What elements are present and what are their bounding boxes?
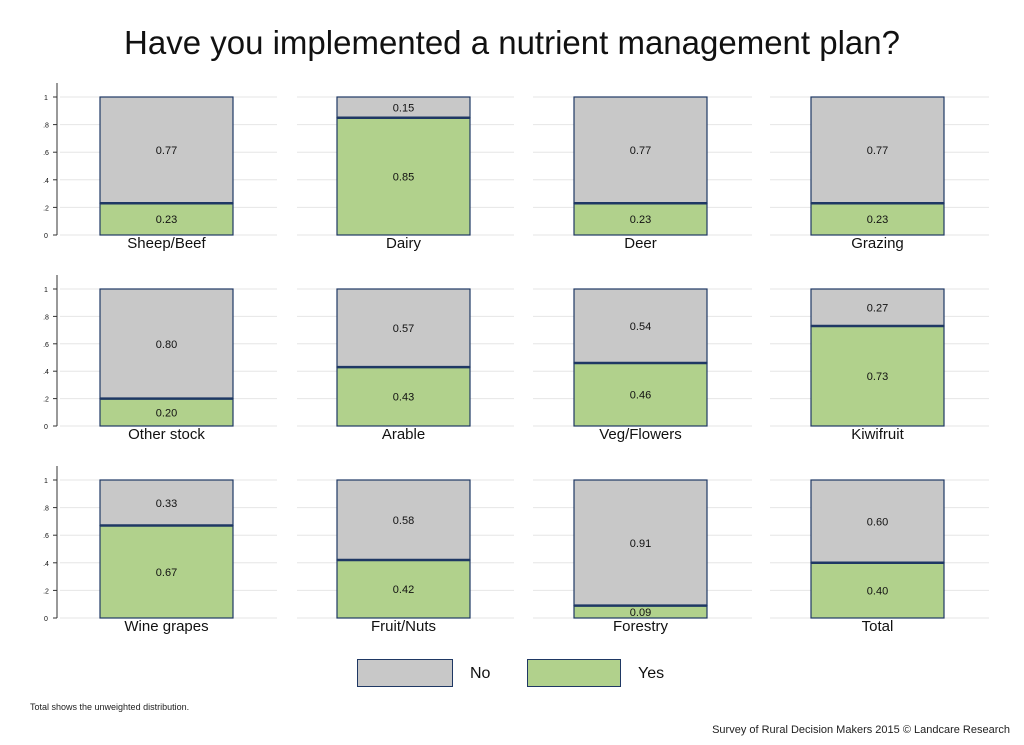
legend-label-yes: Yes <box>638 665 665 682</box>
category-label: Fruit/Nuts <box>371 618 436 635</box>
bar-no <box>99 479 234 527</box>
category-label: Forestry <box>613 618 669 635</box>
data-label-yes: 0.85 <box>393 171 414 183</box>
y-tick-label: .2 <box>43 588 49 595</box>
data-label-yes: 0.46 <box>630 389 651 401</box>
category-label: Deer <box>624 235 657 252</box>
legend-label-no: No <box>470 665 491 682</box>
data-label-no: 0.60 <box>867 516 888 528</box>
data-label-no: 0.77 <box>156 145 177 157</box>
bar-no <box>99 96 234 204</box>
bar-no <box>573 96 708 204</box>
y-tick-label: 0 <box>44 424 48 431</box>
y-tick-label: 1 <box>44 95 48 102</box>
bar-no <box>810 288 945 327</box>
bar-no <box>810 96 945 204</box>
category-label: Total <box>862 618 894 635</box>
footnote: Total shows the unweighted distribution. <box>30 702 190 712</box>
legend-swatch-yes <box>527 659 621 687</box>
bar-yes <box>99 524 234 619</box>
data-label-yes: 0.67 <box>156 567 177 579</box>
category-label: Dairy <box>386 235 422 252</box>
y-tick-label: .4 <box>43 178 49 185</box>
y-tick-label: .4 <box>43 369 49 376</box>
data-label-no: 0.91 <box>630 538 651 550</box>
bar-yes <box>99 202 234 236</box>
y-tick-label: .2 <box>43 205 49 212</box>
data-label-no: 0.77 <box>630 145 651 157</box>
chart-title: Have you implemented a nutrient manageme… <box>124 24 900 61</box>
bar-no <box>573 479 708 607</box>
data-label-no: 0.80 <box>156 339 177 351</box>
y-tick-label: .6 <box>43 533 49 540</box>
y-tick-label: .6 <box>43 342 49 349</box>
data-label-yes: 0.23 <box>630 214 651 226</box>
data-label-yes: 0.42 <box>393 584 414 596</box>
category-label: Veg/Flowers <box>599 426 682 443</box>
bar-yes <box>573 362 708 427</box>
data-label-yes: 0.40 <box>867 585 888 597</box>
y-tick-label: .8 <box>43 314 49 321</box>
y-tick-label: .6 <box>43 150 49 157</box>
data-label-yes: 0.23 <box>156 214 177 226</box>
bar-yes <box>810 202 945 236</box>
y-tick-label: 1 <box>44 478 48 485</box>
category-label: Arable <box>382 426 425 443</box>
bar-no <box>336 288 471 368</box>
category-label: Grazing <box>851 235 904 252</box>
data-label-yes: 0.20 <box>156 407 177 419</box>
data-label-yes: 0.43 <box>393 392 414 404</box>
data-label-no: 0.54 <box>630 321 651 333</box>
data-label-no: 0.33 <box>156 498 177 510</box>
data-label-no: 0.15 <box>393 102 414 114</box>
y-tick-label: .4 <box>43 561 49 568</box>
data-label-yes: 0.23 <box>867 214 888 226</box>
data-label-yes: 0.09 <box>630 607 651 619</box>
bar-no <box>810 479 945 564</box>
bar-yes <box>810 325 945 427</box>
data-label-no: 0.77 <box>867 145 888 157</box>
data-label-yes: 0.73 <box>867 371 888 383</box>
data-label-no: 0.57 <box>393 323 414 335</box>
bar-yes <box>99 398 234 427</box>
y-tick-label: .2 <box>43 397 49 404</box>
y-tick-label: 0 <box>44 233 48 240</box>
legend-swatch-no <box>357 659 453 687</box>
bar-no <box>99 288 234 400</box>
bar-yes <box>810 562 945 619</box>
category-label: Other stock <box>128 426 205 443</box>
category-label: Wine grapes <box>124 618 208 635</box>
data-label-no: 0.58 <box>393 515 414 527</box>
y-tick-label: 1 <box>44 287 48 294</box>
y-tick-label: .8 <box>43 123 49 130</box>
y-tick-label: 0 <box>44 616 48 623</box>
bar-no <box>573 288 708 364</box>
data-label-no: 0.27 <box>867 302 888 314</box>
source-credit: Survey of Rural Decision Makers 2015 © L… <box>712 724 1010 736</box>
category-label: Kiwifruit <box>851 426 904 443</box>
bar-yes <box>336 366 471 427</box>
category-label: Sheep/Beef <box>127 235 206 252</box>
y-tick-label: .8 <box>43 506 49 513</box>
